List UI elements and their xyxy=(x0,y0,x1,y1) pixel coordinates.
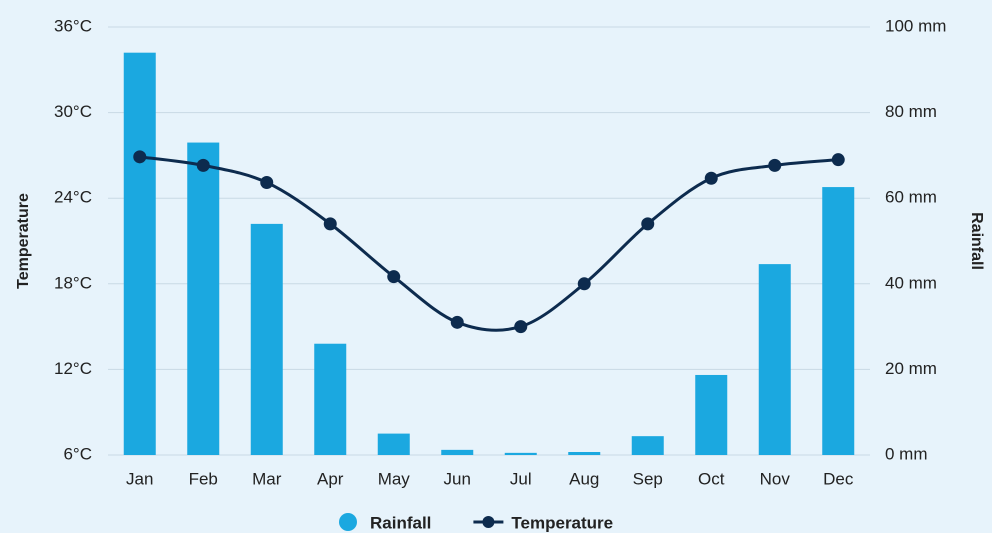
x-tick-label: Oct xyxy=(698,469,725,488)
bar xyxy=(377,433,410,455)
line-point xyxy=(768,158,782,172)
bar xyxy=(187,142,220,455)
legend-swatch xyxy=(482,516,495,528)
legend-label: Temperature xyxy=(511,513,613,532)
line-point xyxy=(387,270,401,284)
x-tick-label: May xyxy=(378,469,411,488)
line-point xyxy=(133,150,147,164)
y2-tick-label: 80 mm xyxy=(885,102,937,121)
line-point xyxy=(514,320,528,334)
y2-tick-label: 40 mm xyxy=(885,273,937,292)
line-point xyxy=(641,217,655,231)
line-point xyxy=(704,171,718,185)
x-tick-label: Apr xyxy=(317,469,344,488)
legend-swatch xyxy=(339,513,357,531)
x-tick-label: Jun xyxy=(444,469,471,488)
x-tick-label: Dec xyxy=(823,469,854,488)
y-tick-label: 12°C xyxy=(54,359,92,378)
x-tick-label: Jul xyxy=(510,469,532,488)
line-point xyxy=(323,217,337,231)
x-tick-label: Aug xyxy=(569,469,599,488)
line-point xyxy=(577,277,591,291)
line-point xyxy=(196,158,210,172)
bar xyxy=(631,436,664,455)
y2-tick-label: 0 mm xyxy=(885,444,928,463)
bar xyxy=(504,452,537,455)
bar xyxy=(695,374,728,455)
y-tick-label: 18°C xyxy=(54,273,92,292)
y-tick-label: 30°C xyxy=(54,102,92,121)
x-tick-label: Mar xyxy=(252,469,282,488)
bar xyxy=(123,52,156,456)
line-point xyxy=(450,315,464,329)
bar xyxy=(314,343,347,455)
line xyxy=(139,155,839,332)
bar xyxy=(568,452,601,455)
x-tick-label: Feb xyxy=(189,469,218,488)
bar xyxy=(441,449,474,455)
bar xyxy=(758,264,791,455)
x-tick-label: Nov xyxy=(760,469,791,488)
y-axis-title: Temperature xyxy=(15,193,32,289)
line-point xyxy=(831,153,845,167)
y-tick-label: 6°C xyxy=(63,444,92,463)
y2-tick-label: 100 mm xyxy=(885,16,946,35)
line-point xyxy=(260,176,274,190)
y2-tick-label: 20 mm xyxy=(885,359,937,378)
bar xyxy=(822,187,855,455)
y2-axis-title: Rainfall xyxy=(968,212,985,270)
x-tick-label: Jan xyxy=(126,469,153,488)
y-tick-label: 36°C xyxy=(54,16,92,35)
legend-label: Rainfall xyxy=(370,513,431,532)
y-tick-label: 24°C xyxy=(54,188,92,207)
bar xyxy=(250,223,283,455)
x-tick-label: Sep xyxy=(633,469,663,488)
y2-tick-label: 60 mm xyxy=(885,188,937,207)
